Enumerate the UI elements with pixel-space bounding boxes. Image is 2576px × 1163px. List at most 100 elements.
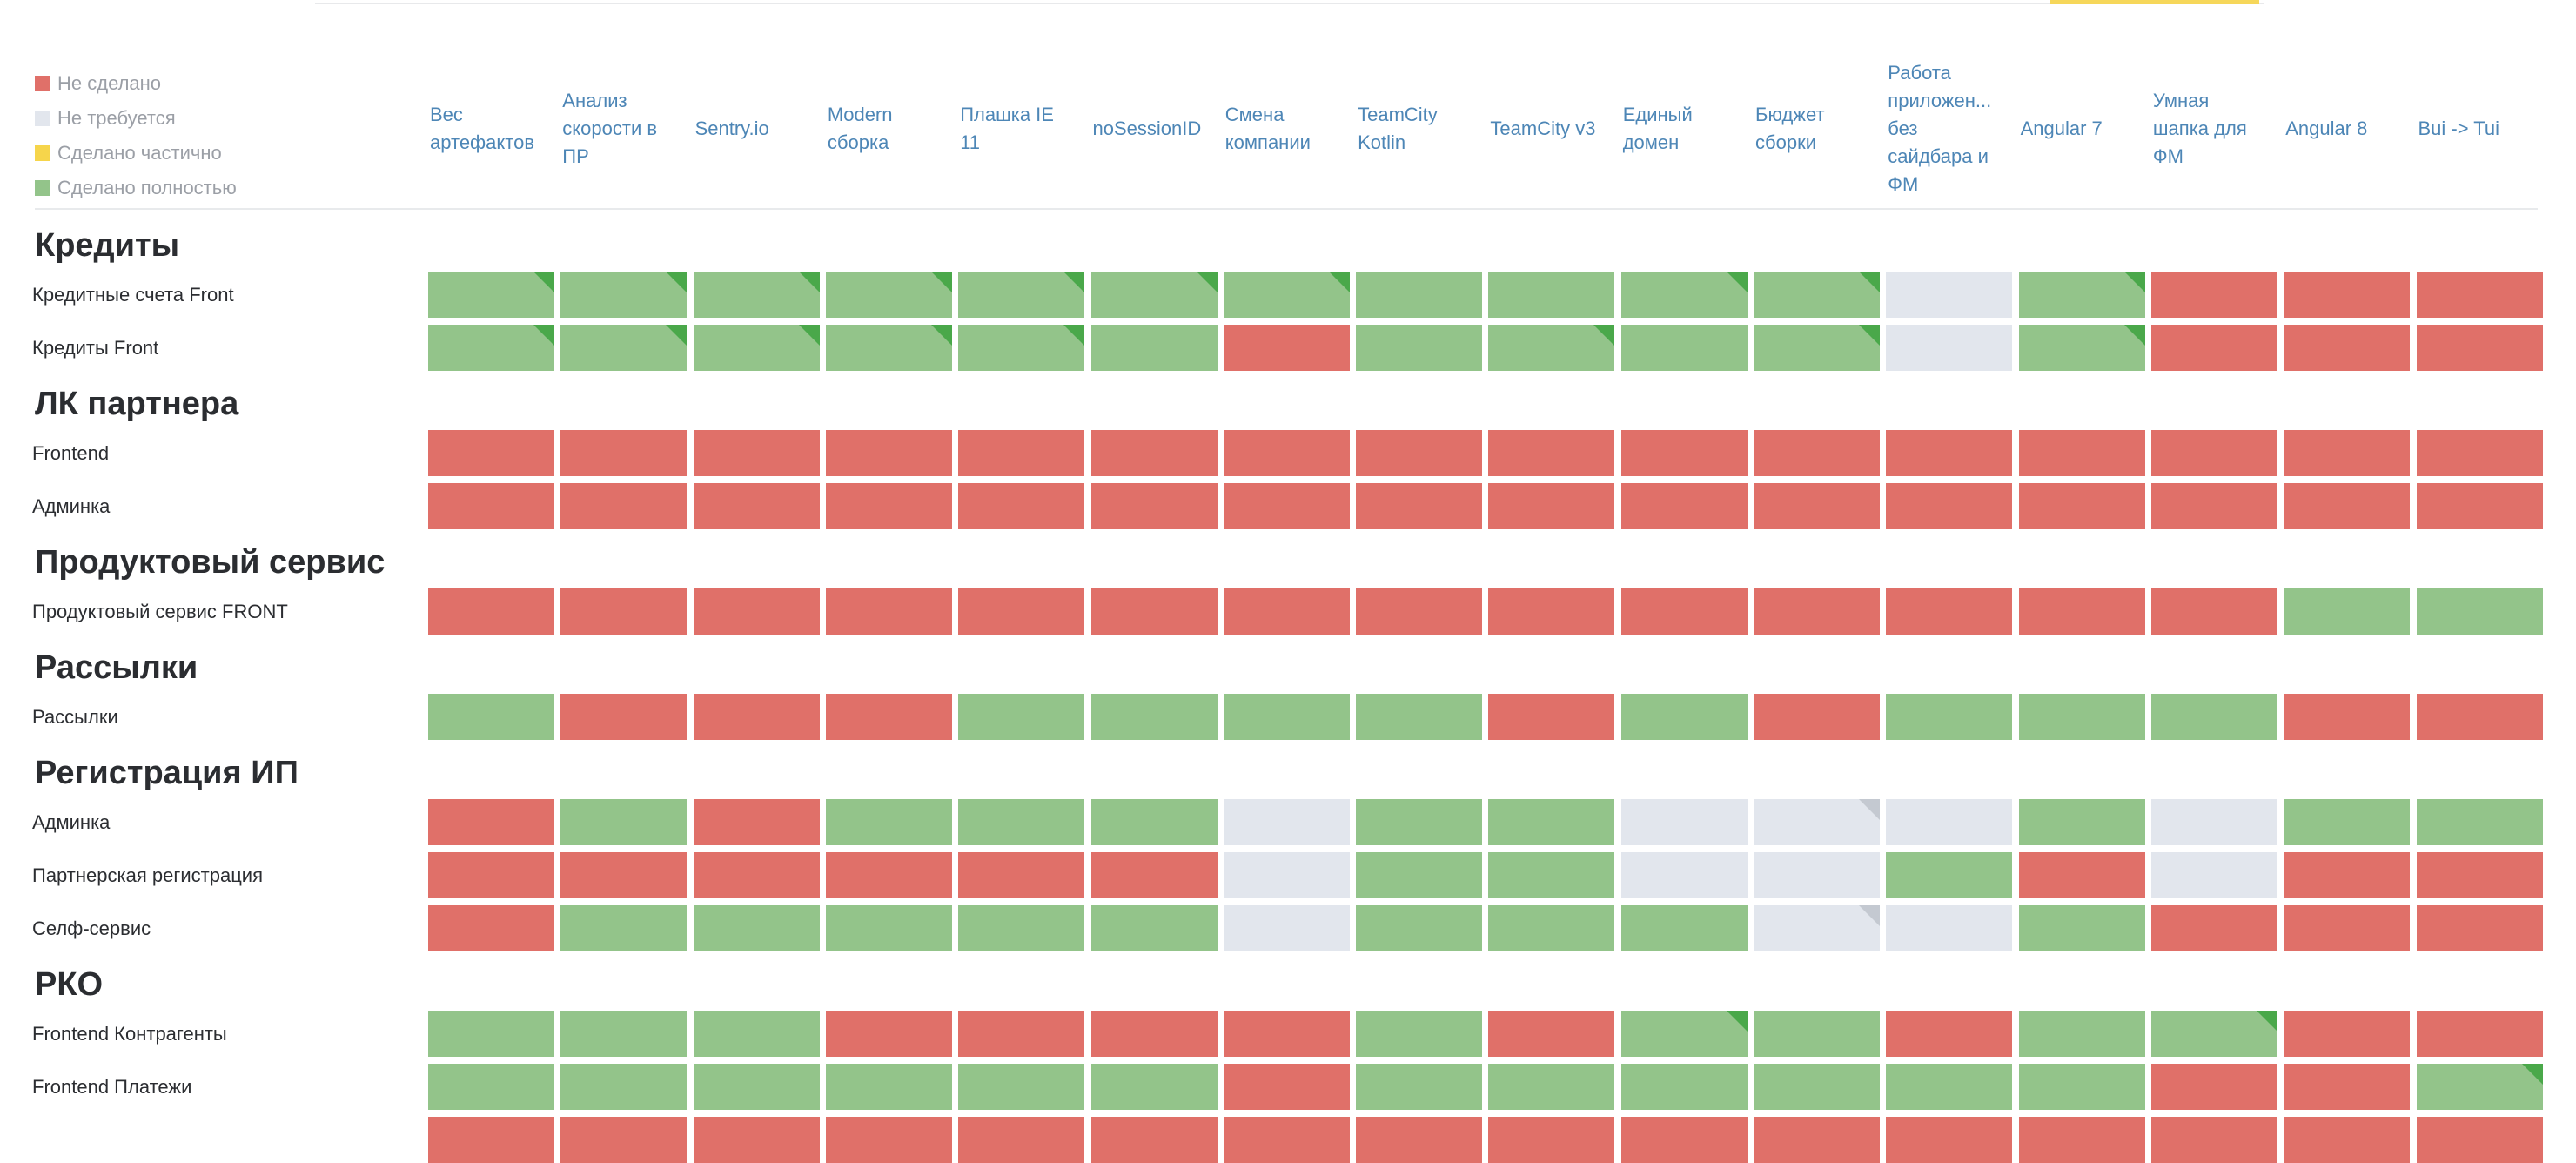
status-cell[interactable] [2018,272,2145,318]
status-cell[interactable] [958,272,1085,318]
status-cell[interactable] [560,799,688,845]
status-cell[interactable] [2018,1011,2145,1057]
status-cell[interactable] [1090,588,1218,635]
column-header[interactable]: Бюджет сборки [1755,52,1882,205]
status-cell[interactable] [1090,272,1218,318]
status-cell[interactable] [1223,272,1350,318]
status-cell[interactable] [693,852,820,898]
status-cell[interactable] [1886,430,2013,476]
status-cell[interactable] [958,1117,1085,1163]
status-cell[interactable] [825,905,952,951]
column-header[interactable]: Вес артефактов [430,52,557,205]
status-cell[interactable] [958,588,1085,635]
status-cell[interactable] [958,852,1085,898]
status-cell[interactable] [1754,694,1880,740]
status-cell[interactable] [2284,483,2411,529]
status-cell[interactable] [1620,905,1748,951]
status-cell[interactable] [1620,325,1748,371]
status-cell[interactable] [1754,325,1880,371]
status-cell[interactable] [1886,1117,2013,1163]
status-cell[interactable] [1620,694,1748,740]
status-cell[interactable] [2284,694,2411,740]
column-header[interactable]: Умная шапка для ФМ [2153,52,2280,205]
status-cell[interactable] [958,430,1085,476]
status-cell[interactable] [1488,272,1615,318]
status-cell[interactable] [2150,1011,2277,1057]
status-cell[interactable] [1356,905,1483,951]
status-cell[interactable] [560,272,688,318]
status-cell[interactable] [958,694,1085,740]
status-cell[interactable] [428,852,554,898]
status-cell[interactable] [1356,588,1483,635]
status-cell[interactable] [693,1117,820,1163]
status-cell[interactable] [1356,1117,1483,1163]
status-cell[interactable] [693,325,820,371]
column-header[interactable]: Единый домен [1623,52,1750,205]
status-cell[interactable] [958,1011,1085,1057]
status-cell[interactable] [428,1011,554,1057]
status-cell[interactable] [825,483,952,529]
status-cell[interactable] [428,325,554,371]
status-cell[interactable] [560,905,688,951]
status-cell[interactable] [1223,799,1350,845]
status-cell[interactable] [2284,1117,2411,1163]
status-cell[interactable] [1223,905,1350,951]
status-cell[interactable] [1886,1011,2013,1057]
status-cell[interactable] [1886,483,2013,529]
status-cell[interactable] [825,694,952,740]
status-cell[interactable] [1886,272,2013,318]
column-header[interactable]: Плашка IE 11 [960,52,1087,205]
status-cell[interactable] [958,483,1085,529]
status-cell[interactable] [1754,483,1880,529]
status-cell[interactable] [693,905,820,951]
status-cell[interactable] [1488,1117,1615,1163]
status-cell[interactable] [1620,483,1748,529]
status-cell[interactable] [1090,483,1218,529]
status-cell[interactable] [958,799,1085,845]
status-cell[interactable] [1356,430,1483,476]
status-cell[interactable] [958,325,1085,371]
status-cell[interactable] [2018,852,2145,898]
status-cell[interactable] [2416,588,2543,635]
status-cell[interactable] [560,430,688,476]
status-cell[interactable] [1754,430,1880,476]
status-cell[interactable] [825,1064,952,1110]
status-cell[interactable] [2416,483,2543,529]
status-cell[interactable] [1223,694,1350,740]
status-cell[interactable] [1886,905,2013,951]
status-cell[interactable] [560,325,688,371]
status-cell[interactable] [1090,799,1218,845]
status-cell[interactable] [1488,325,1615,371]
status-cell[interactable] [1223,483,1350,529]
status-cell[interactable] [2150,272,2277,318]
status-cell[interactable] [560,1064,688,1110]
status-cell[interactable] [1754,852,1880,898]
status-cell[interactable] [1488,1064,1615,1110]
status-cell[interactable] [2018,799,2145,845]
status-cell[interactable] [1620,430,1748,476]
status-cell[interactable] [1356,694,1483,740]
status-cell[interactable] [2150,1064,2277,1110]
status-cell[interactable] [428,483,554,529]
status-cell[interactable] [1620,799,1748,845]
status-cell[interactable] [2416,694,2543,740]
status-cell[interactable] [2018,588,2145,635]
status-cell[interactable] [560,852,688,898]
status-cell[interactable] [1223,1011,1350,1057]
status-cell[interactable] [1356,1011,1483,1057]
status-cell[interactable] [1090,325,1218,371]
status-cell[interactable] [693,483,820,529]
status-cell[interactable] [2284,325,2411,371]
status-cell[interactable] [1886,1064,2013,1110]
status-cell[interactable] [1223,1064,1350,1110]
status-cell[interactable] [1488,430,1615,476]
status-cell[interactable] [2150,1117,2277,1163]
status-cell[interactable] [2018,325,2145,371]
status-cell[interactable] [560,483,688,529]
status-cell[interactable] [1223,430,1350,476]
status-cell[interactable] [2284,430,2411,476]
status-cell[interactable] [958,905,1085,951]
status-cell[interactable] [2416,430,2543,476]
status-cell[interactable] [1090,694,1218,740]
status-cell[interactable] [2018,430,2145,476]
